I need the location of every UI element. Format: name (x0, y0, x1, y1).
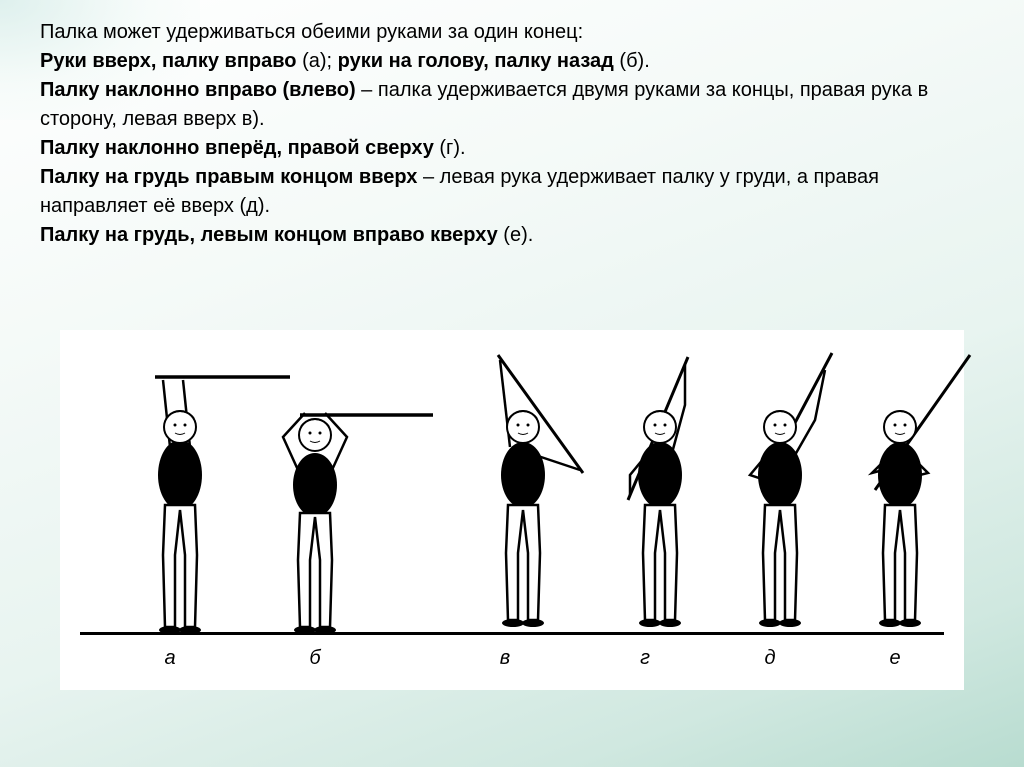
label-b: б (300, 647, 330, 670)
line2-b2: руки на голову, палку назад (338, 50, 614, 72)
line3-b: Палку наклонно вправо (влево) (40, 79, 356, 101)
line6-b: Палку на грудь, левым концом вправо квер… (40, 224, 498, 246)
label-d: г (630, 647, 660, 670)
line1: Палка может удерживаться обеими руками з… (40, 21, 583, 43)
exercise-figure: а б в г д е (60, 330, 964, 690)
label-a: а (155, 647, 185, 670)
line2-b1: Руки вверх, палку вправо (40, 50, 297, 72)
line4-b: Палку наклонно вперёд, правой сверху (40, 137, 434, 159)
label-f: е (880, 647, 910, 670)
label-c: в (490, 647, 520, 670)
line5-b: Палку на грудь правым концом вверх (40, 166, 417, 188)
description-text: Палка может удерживаться обеими руками з… (40, 18, 984, 250)
label-e: д (755, 647, 785, 670)
